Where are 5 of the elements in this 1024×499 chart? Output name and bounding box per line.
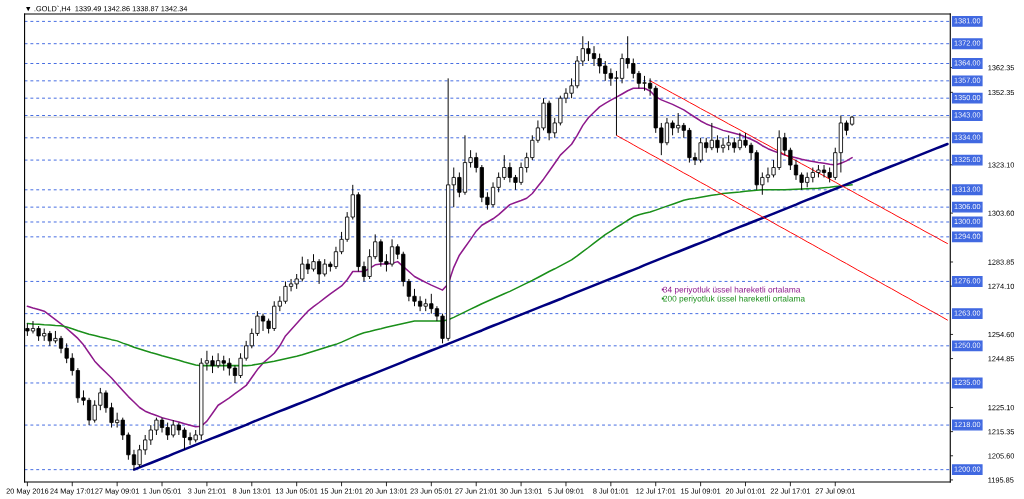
line-series [649, 80, 948, 245]
line-series [132, 142, 949, 471]
line-series [615, 134, 948, 321]
legend-label: 200 periyotluk üssel hareketli ortalama [663, 295, 806, 304]
legend-label: 34 periyotluk üssel hareketli ortalama [663, 286, 801, 295]
